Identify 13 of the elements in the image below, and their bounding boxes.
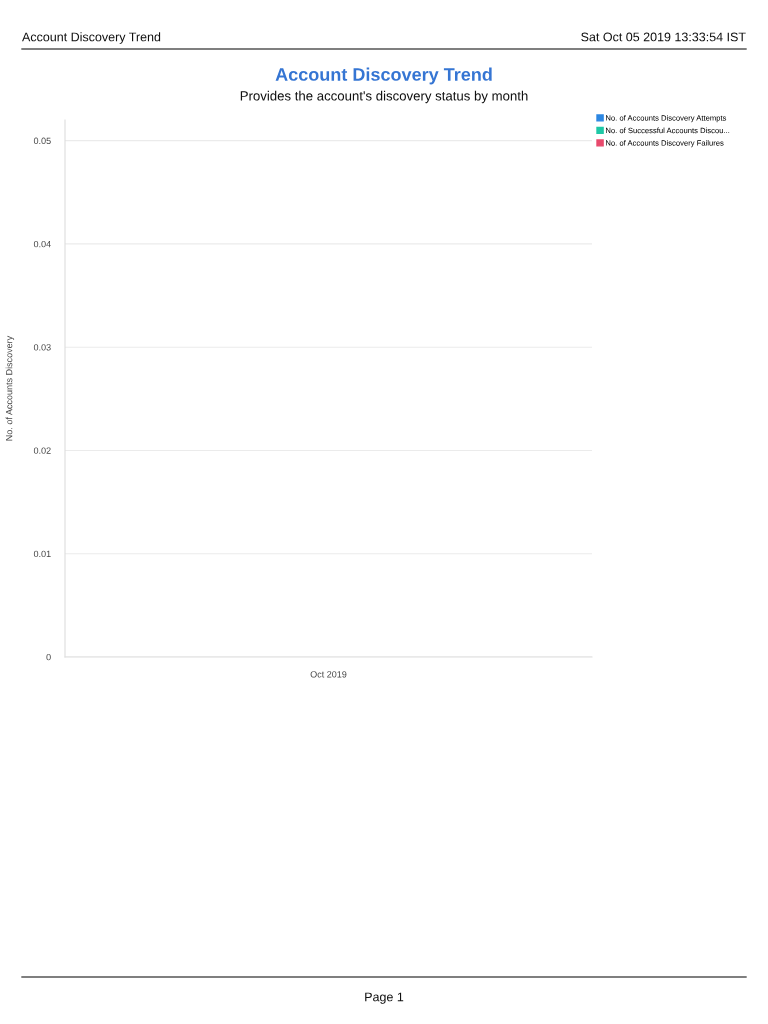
y-tick-label: 0.04 — [33, 240, 51, 248]
y-tick-label: 0.01 — [33, 550, 51, 558]
y-tick-label: 0.03 — [33, 344, 51, 351]
text: Page 1 — [365, 992, 404, 1004]
text: Sat Oct 05 2019 13:33:54 IST — [581, 32, 746, 42]
chart-subtitle: Provides the account's discovery status by month — [240, 90, 528, 104]
text: Account Discovery Trend — [22, 32, 161, 44]
y-axis-title: No. of Accounts Discovery — [5, 335, 15, 441]
x-tick-label: Oct 2019 — [310, 671, 347, 678]
y-tick-label: 0.02 — [33, 447, 51, 454]
chart-title: Account Discovery Trend — [275, 67, 492, 85]
y-tick-label: 0.05 — [33, 137, 51, 145]
y-tick-label: 0 — [46, 653, 51, 661]
